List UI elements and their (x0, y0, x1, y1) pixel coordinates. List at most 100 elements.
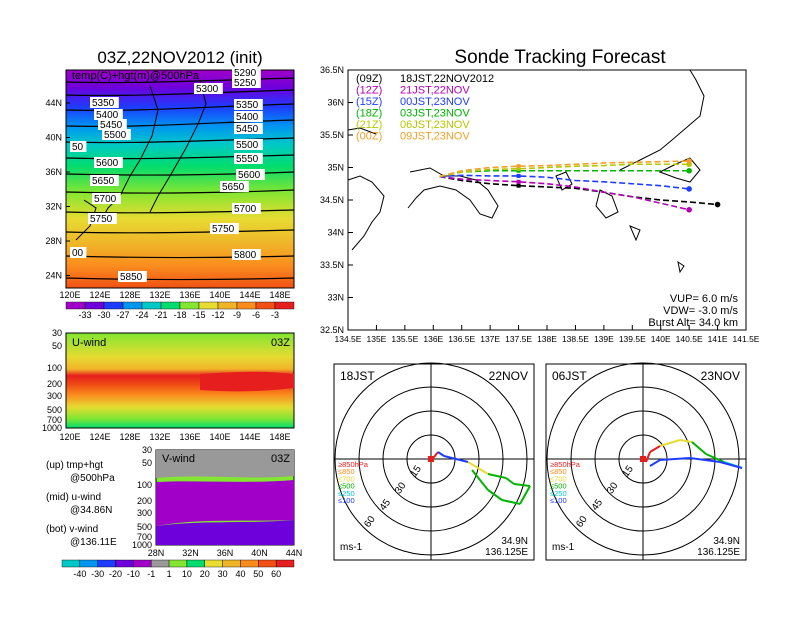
colorbar-swatch (65, 301, 86, 310)
hodograph-trace-segment (649, 459, 661, 467)
pressure-tick-label: 500 (137, 522, 152, 532)
lat-tick-label: 44N (286, 548, 303, 558)
lon-tick-label: 128E (119, 432, 140, 442)
wind-colorbar-swatch (61, 559, 81, 568)
top-lon-ticks: 120E 124E 128E 132E 136E 140E 144E 148E (59, 290, 290, 300)
contour-label-bg (234, 153, 263, 164)
colorbar-tick-label: -6 (252, 310, 260, 320)
map-lat-ticks: 36.5N 36N 35.5N 35N 34.5N 34N 33.5N 33N 32.5N (320, 65, 353, 335)
track-legend-run: (12Z) (356, 85, 382, 97)
contour-label: 50 (72, 142, 84, 153)
colorbar-tick-label: -33 (78, 310, 91, 320)
lat-tick-label: 36N (45, 167, 62, 177)
contour-label-bg (98, 119, 127, 130)
hodograph-trace-segment (513, 483, 531, 487)
wind-colorbar-tick-label: -40 (73, 569, 86, 579)
sonde-tracks (439, 158, 721, 213)
pressure-tick-label: 50 (142, 458, 152, 468)
colorbar-tick-label: -3 (271, 310, 279, 320)
colorbar-tick-label: -27 (116, 310, 129, 320)
param-burst: Burst Alt= 34.0 km (648, 317, 738, 329)
wind-colorbar-tick-label: -10 (127, 569, 140, 579)
lat-tick-label: 44N (45, 98, 62, 108)
contour-label-bg (234, 139, 263, 150)
hodograph-trace-segment (451, 457, 469, 463)
wind-colorbar-tick-label: 20 (200, 569, 210, 579)
lat-tick-label: 32N (182, 548, 199, 558)
lon-tick-label: 136E (179, 290, 200, 300)
map-lon-tick-label: 137E (480, 334, 500, 344)
hodograph-trace-segment (519, 485, 531, 505)
colorbar-swatch (236, 301, 257, 310)
hodograph-pressure-label: ≥850hPa (338, 460, 369, 469)
map-lon-tick-label: 136.5E (448, 334, 475, 344)
hodograph-pressure-label: ≤250 (550, 489, 567, 498)
hodograph-trace-segment (649, 445, 661, 453)
contour-label: 5650 (222, 182, 245, 193)
landing-point (686, 206, 692, 213)
contour-label: 5350 (92, 98, 115, 109)
map-lon-tick-label: 139.5E (619, 334, 646, 344)
burst-marker (516, 179, 521, 184)
pressure-tick-label: 700 (47, 415, 62, 425)
contour-label: 5250 (234, 78, 257, 89)
map-lat-tick-label: 35N (327, 163, 344, 173)
pressure-tick-label: 50 (52, 341, 62, 351)
contour-label-bg (194, 83, 223, 94)
pressure-tick-label: 200 (137, 496, 152, 506)
lat-tick-label: 40N (45, 133, 62, 143)
hodograph-trace-segment (487, 489, 503, 501)
contour-label-bg (88, 213, 117, 224)
wind-colorbar-tick-label: -20 (109, 569, 122, 579)
u-wind-time: 03Z (271, 337, 290, 349)
contour-label: 5800 (234, 250, 257, 261)
map-lat-tick-label: 32.5N (320, 325, 344, 335)
top-panel-label: temp(C)+hgt(m)@500hPa (72, 70, 200, 82)
pressure-tick-label: 100 (47, 363, 62, 373)
pressure-tick-label: 300 (47, 391, 62, 401)
pressure-tick-label: 100 (137, 480, 152, 490)
launch-params: VUP= 6.0 m/s VDW= -3.0 m/s Burst Alt= 34… (648, 293, 738, 329)
hodograph-loc-lon: 136.125E (485, 547, 528, 558)
track-legend-run: (21Z) (356, 119, 382, 131)
contour-label-bg (234, 111, 263, 122)
hodograph-date: 22NOV (489, 369, 528, 383)
hodograph-unit: ms-1 (340, 542, 363, 553)
hodograph-origin-marker (428, 456, 434, 462)
wind-colorbar-swatch (204, 559, 223, 568)
hodograph-pressure-label: ≤700 (338, 474, 355, 483)
hodograph-date: 23NOV (701, 369, 740, 383)
hodograph-unit: ms-1 (552, 542, 575, 553)
track-line (439, 160, 690, 178)
pressure-tick-label: 30 (142, 445, 152, 455)
colorbar-tick-label: -24 (135, 310, 148, 320)
track-legend-run: (00Z) (356, 131, 382, 143)
hodograph-trace-segment (443, 455, 453, 459)
map-lon-tick-label: 141.5E (733, 334, 760, 344)
landing-point (686, 158, 692, 164)
contour-label: 5500 (236, 140, 259, 151)
contour-label: 5600 (238, 170, 261, 181)
lon-tick-label: 144E (239, 432, 260, 442)
wind-colorbar-tick-label: -30 (91, 569, 104, 579)
wind-colorbar-swatch (151, 559, 170, 568)
hodograph-trace-segment (471, 469, 489, 491)
temp-colorbar: -33 -30 -27 -24 -21 -18 -15 -12 -9 -6 -3 (65, 301, 295, 320)
track-legend-run: (09Z) (356, 73, 382, 85)
track-line (439, 163, 690, 178)
hodograph-trace-segment (437, 451, 445, 457)
track-legend-time: 18JST,22NOV2012 (400, 73, 494, 85)
contour-label-bg (210, 223, 239, 234)
lat-tick-label: 36N (217, 548, 234, 558)
hodograph-trace-segment (719, 461, 743, 469)
colorbar-tick-label: -9 (233, 310, 241, 320)
colorbar-swatch (141, 301, 162, 310)
lat-tick-label: 24N (45, 271, 62, 281)
contour-label-bg (90, 97, 119, 108)
wind-colorbar-tick-label: 1 (167, 569, 172, 579)
hodograph-trace-segment (679, 439, 693, 443)
colorbar-swatch (198, 301, 219, 310)
landing-point (686, 167, 692, 174)
